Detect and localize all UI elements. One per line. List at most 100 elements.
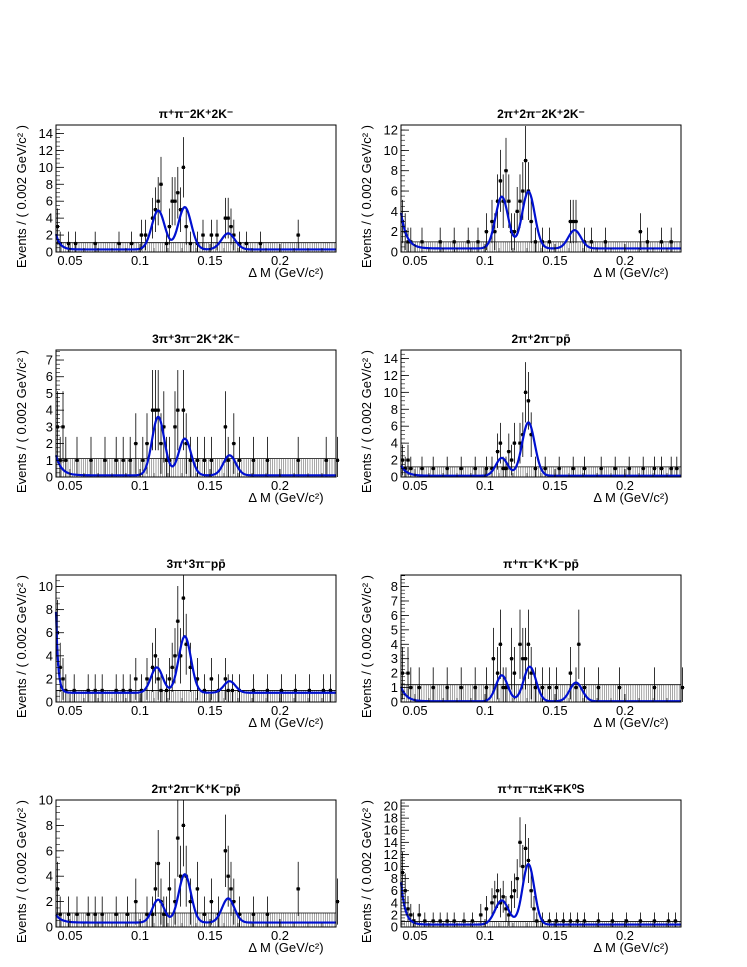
data-point: [669, 456, 674, 477]
x-tick-label: 0.2: [616, 478, 634, 493]
x-tick-label: 0.1: [131, 928, 149, 943]
x-axis-label: Δ M (GeV/c²): [248, 265, 323, 280]
y-axis-label: Events / ( 0.002 GeV/c² ): [359, 575, 374, 718]
data-point: [181, 137, 186, 198]
x-axis-label: Δ M (GeV/c²): [593, 715, 668, 730]
data-point: [324, 436, 329, 477]
y-tick-label: 7: [391, 593, 398, 608]
data-point: [153, 861, 158, 916]
y-tick-label: 10: [39, 793, 53, 808]
data-point: [526, 837, 531, 883]
data-point: [523, 362, 528, 423]
data-point: [459, 667, 464, 702]
data-point: [139, 219, 144, 251]
y-tick-label: 8: [391, 163, 398, 178]
data-point: [674, 456, 679, 477]
y-tick-label: 6: [391, 608, 398, 623]
chart-title: π⁺π⁻2K⁺2K⁻: [159, 107, 233, 121]
data-point: [150, 896, 155, 927]
data-point: [265, 674, 270, 702]
data-point: [512, 422, 517, 464]
data-point: [226, 674, 231, 702]
y-tick-label: 2: [46, 671, 53, 686]
y-tick-label: 6: [391, 883, 398, 898]
x-axis-label: Δ M (GeV/c²): [593, 940, 668, 955]
x-tick-label: 0.15: [542, 703, 567, 718]
data-point: [209, 878, 214, 925]
data-point: [128, 436, 133, 477]
plot-frame: [400, 799, 682, 928]
chart-title: 2π⁺2π⁻pp̄: [511, 332, 570, 346]
data-point: [226, 197, 231, 239]
data-point: [145, 896, 149, 927]
y-tick-label: 0: [46, 470, 53, 485]
data-point: [529, 873, 534, 908]
data-point: [495, 873, 500, 908]
data-point: [321, 674, 326, 702]
data-point: [533, 456, 538, 477]
x-tick-label: 0.15: [197, 478, 222, 493]
data-point: [188, 436, 193, 477]
x-tick-label: 0.05: [402, 703, 427, 718]
data-point: [484, 895, 489, 922]
y-tick-label: 2: [391, 224, 398, 239]
x-tick-label: 0.1: [476, 703, 494, 718]
y-tick-label: 2: [46, 894, 53, 909]
data-point: [100, 674, 105, 702]
y-tick-label: 8: [391, 402, 398, 417]
y-tick-label: 10: [384, 143, 398, 158]
fit-curve: [400, 421, 681, 477]
y-tick-label: 2: [391, 666, 398, 681]
fit-curve: [54, 415, 336, 477]
fit-curve: [399, 665, 681, 703]
x-tick-label: 0.2: [616, 253, 634, 268]
data-point: [532, 895, 536, 922]
data-point: [167, 861, 172, 916]
y-axis-label: Events / ( 0.002 GeV/c² ): [14, 350, 29, 493]
y-tick-label: 8: [46, 177, 53, 192]
data-point: [652, 667, 657, 702]
data-point: [209, 436, 214, 477]
data-point: [156, 657, 161, 700]
y-tick-label: 4: [46, 211, 53, 226]
y-tick-label: 0: [391, 470, 398, 485]
data-point: [121, 436, 126, 477]
data-point: [188, 231, 193, 252]
x-tick-label: 0.05: [57, 928, 82, 943]
data-point: [582, 667, 587, 702]
data-point: [498, 149, 503, 212]
x-tick-label: 0.05: [57, 703, 82, 718]
y-tick-label: 12: [384, 847, 398, 862]
background-band: [401, 684, 681, 702]
y-tick-label: 14: [384, 351, 398, 366]
y-tick-label: 2: [46, 436, 53, 451]
data-point: [484, 213, 489, 251]
y-tick-label: 6: [46, 625, 53, 640]
chart-panel-4: 2π⁺2π⁻pp̄ 0 2 4 6 8 10 12 14 0.05 0.1 0.15 0.2Δ M (G…: [359, 332, 682, 505]
data-point: [431, 456, 436, 477]
y-tick-label: 2: [391, 453, 398, 468]
x-tick-label: 0.2: [271, 703, 289, 718]
data-point: [175, 800, 180, 877]
x-tick-label: 0.1: [131, 478, 149, 493]
data-point: [140, 436, 145, 477]
data-point: [156, 370, 161, 451]
data-point: [547, 667, 552, 702]
data-point: [296, 861, 301, 916]
data-point: [498, 609, 503, 679]
x-axis-label: Δ M (GeV/c²): [593, 490, 668, 505]
y-tick-label: 6: [46, 843, 53, 858]
data-point: [504, 137, 508, 204]
y-tick-label: 6: [46, 194, 53, 209]
data-point: [445, 456, 450, 477]
plot-frame: [55, 799, 337, 928]
y-axis-label: Events / ( 0.002 GeV/c² ): [14, 125, 29, 268]
y-tick-label: 1: [46, 453, 53, 468]
x-tick-label: 0.1: [476, 253, 494, 268]
data-point: [114, 674, 119, 702]
data-point: [445, 667, 450, 702]
data-point: [237, 896, 242, 927]
x-tick-label: 0.05: [57, 253, 82, 268]
y-tick-label: 14: [39, 126, 53, 141]
data-point: [523, 126, 528, 196]
